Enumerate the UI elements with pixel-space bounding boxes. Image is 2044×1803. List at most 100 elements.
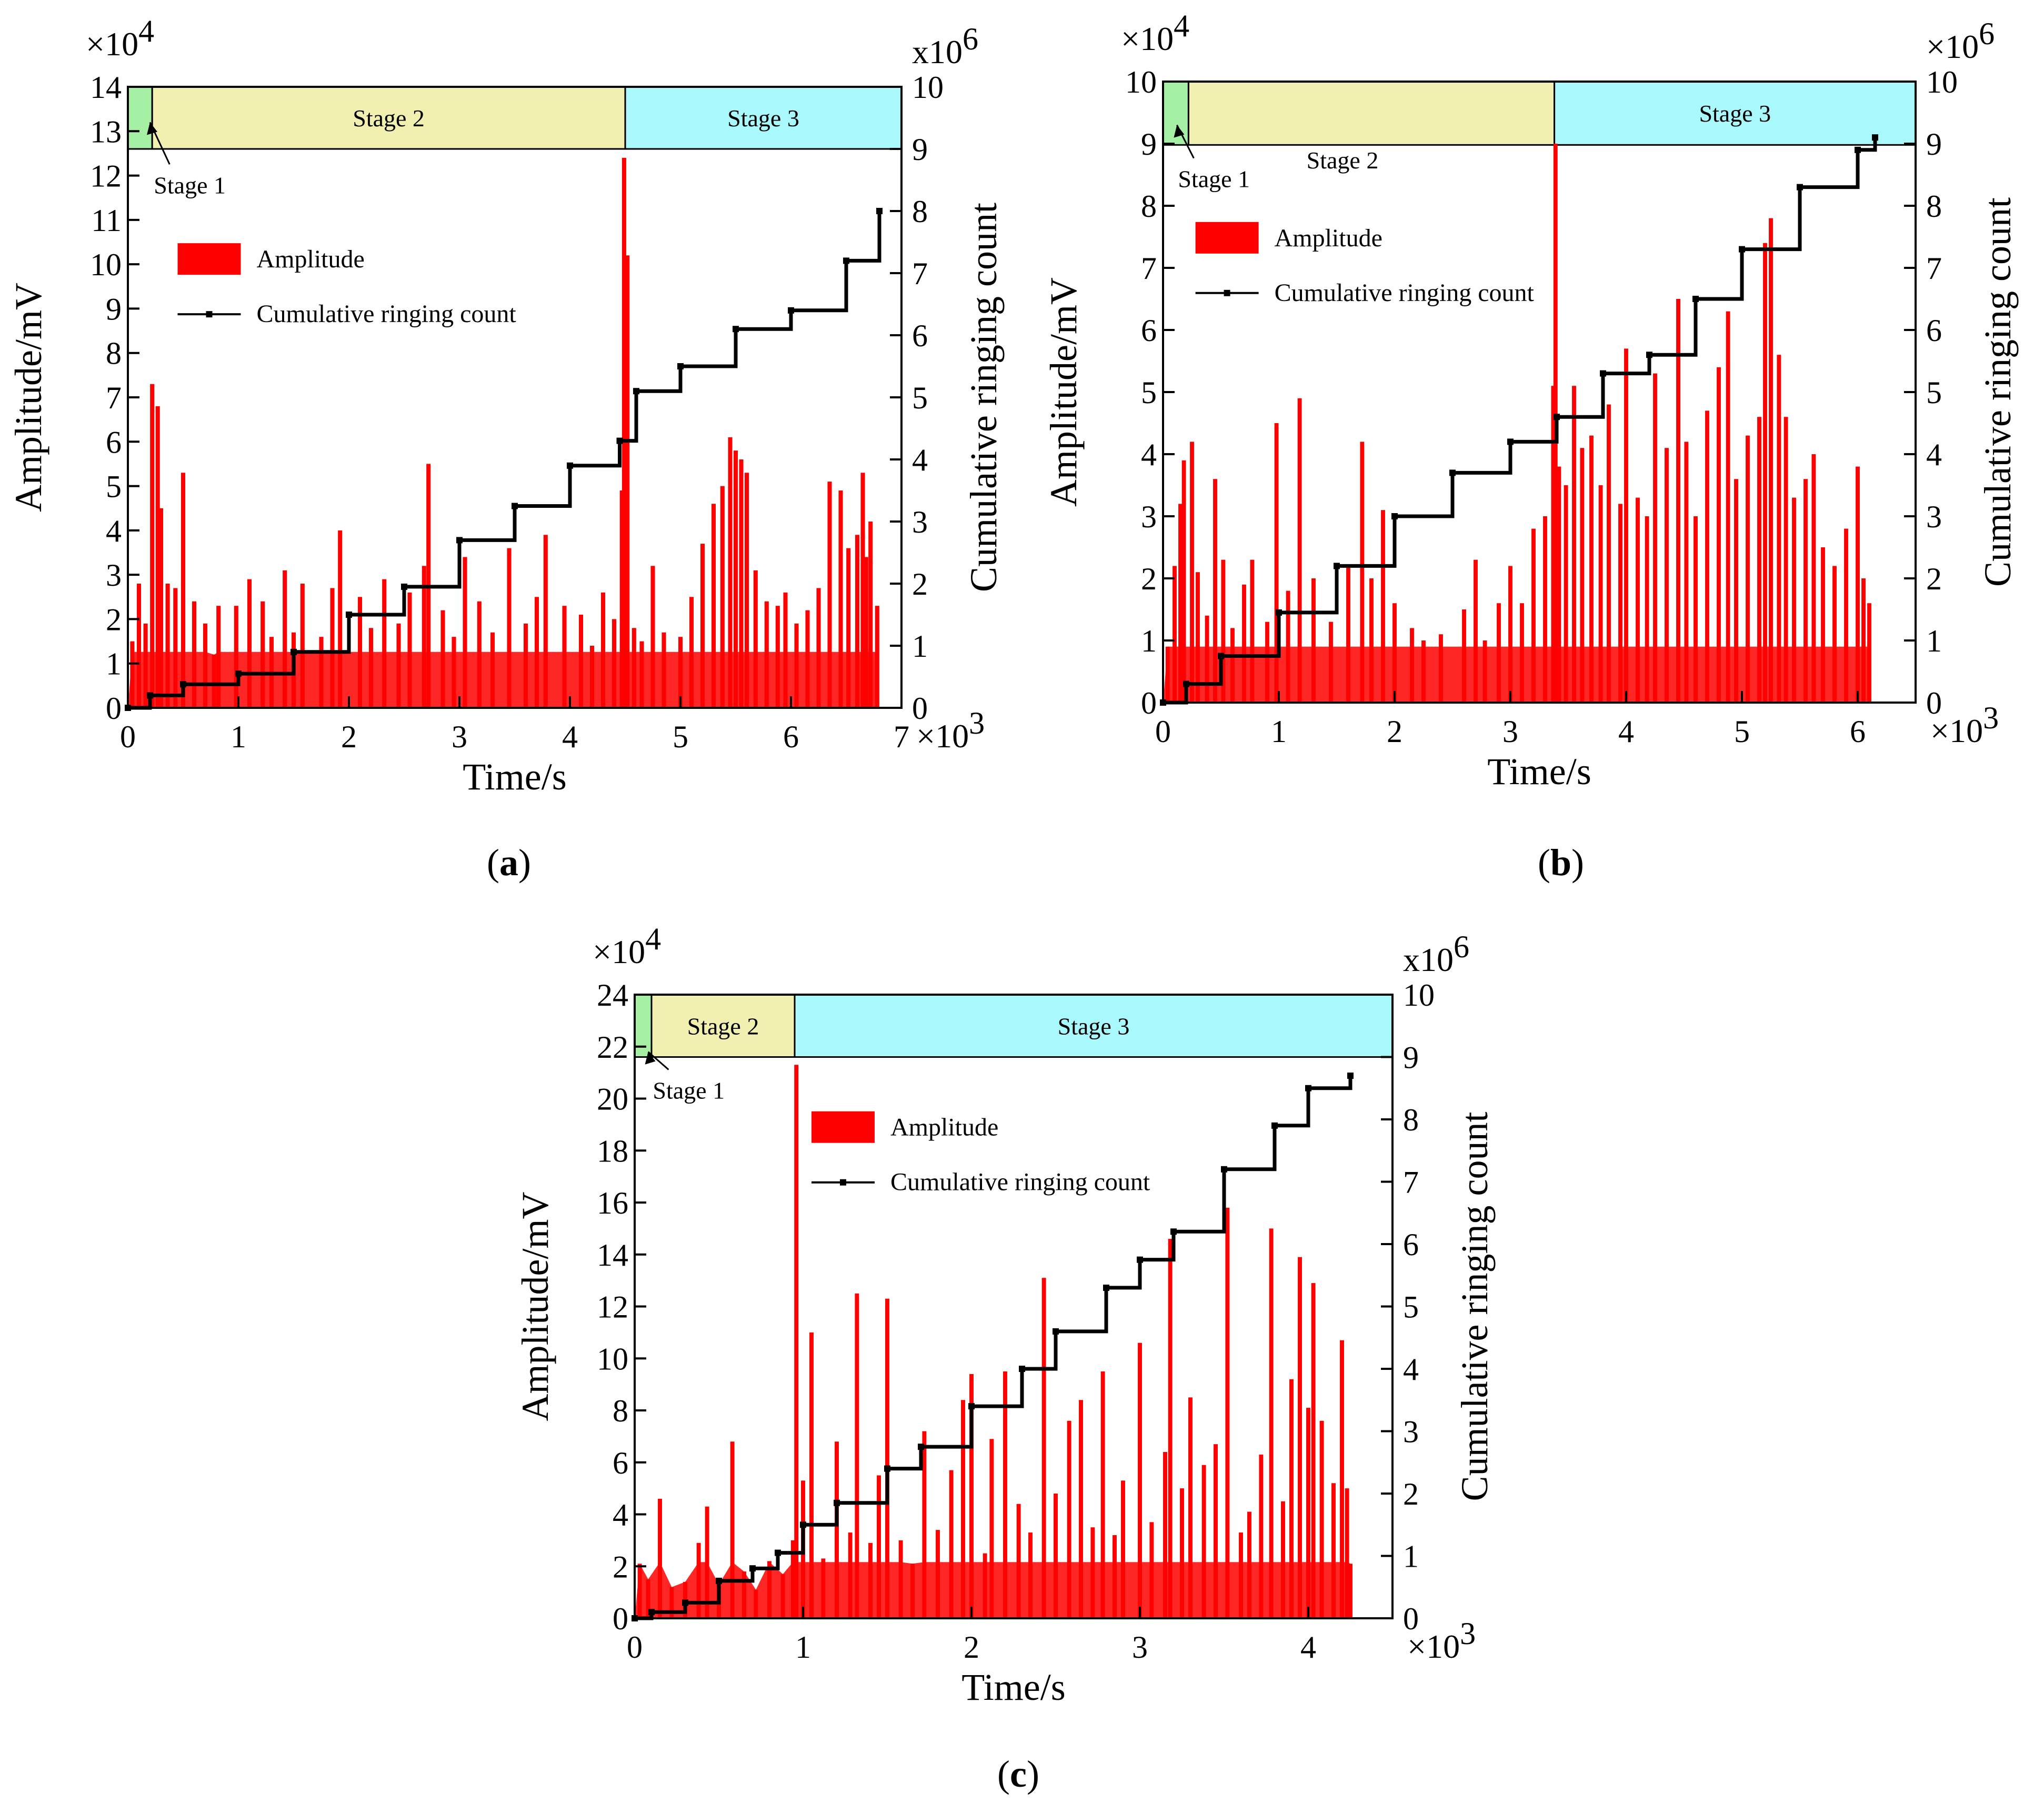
x-tick-label: 1 (1271, 714, 1287, 749)
y2-tick-label: 3 (1926, 499, 1942, 534)
amplitude-bar (543, 535, 548, 708)
amplitude-bar (173, 588, 178, 708)
amplitude-bar (1289, 1379, 1294, 1618)
cumulative-point (1334, 563, 1340, 569)
amplitude-bar (835, 1441, 839, 1618)
cumulative-point (843, 257, 849, 264)
amplitude-bar (1381, 510, 1385, 703)
amplitude-bar (733, 450, 738, 708)
y-tick-label: 7 (106, 380, 122, 415)
y-tick-label: 9 (1141, 127, 1157, 162)
amplitude-bar (816, 588, 821, 708)
y-tick-label: 5 (106, 469, 122, 504)
amplitude-bar (283, 570, 287, 708)
amplitude-bar (1311, 1283, 1316, 1618)
x-tick-label: 6 (1850, 714, 1866, 749)
cumulative-point (290, 648, 297, 655)
amplitude-bar (860, 473, 865, 708)
cumulative-point (456, 537, 463, 544)
y-tick-label: 3 (1141, 499, 1157, 534)
cumulative-point (968, 1403, 975, 1410)
y-tick-label: 18 (597, 1134, 628, 1168)
y2-tick-label: 10 (1926, 65, 1958, 99)
amplitude-bar (730, 1441, 735, 1618)
y-multiplier: ×104 (86, 14, 154, 63)
cumulative-point (834, 1499, 840, 1506)
amplitude-bar (1624, 348, 1628, 703)
y-tick-label: 0 (106, 691, 122, 726)
amplitude-background-activity (1163, 646, 1869, 703)
stage1-annotation: Stage 1 (154, 172, 226, 198)
y2-tick-label: 9 (912, 132, 928, 167)
amplitude-bar (855, 535, 860, 708)
amplitude-bar (1684, 442, 1689, 703)
amplitude-bar (1821, 547, 1825, 703)
amplitude-bar (1474, 559, 1478, 703)
amplitude-bar (1769, 218, 1773, 703)
amplitude-bar (330, 588, 335, 708)
amplitude-bar (1079, 1400, 1083, 1618)
y-tick-label: 10 (597, 1341, 628, 1376)
stage1-arrowhead (645, 1051, 656, 1065)
amplitude-bar (1067, 1420, 1071, 1618)
y-tick-label: 7 (1141, 251, 1157, 286)
amplitude-bar (1225, 1207, 1230, 1618)
y2-tick-label: 2 (1926, 562, 1942, 596)
x-tick-label: 0 (1155, 714, 1171, 749)
stage-band-2 (650, 994, 796, 1058)
stage-band-3 (624, 86, 903, 150)
chart-panel-c: Stage 2 Stage 30 1 2 3 4024681012141618202224… (514, 921, 1496, 1708)
amplitude-bar (300, 584, 305, 708)
y-tick-label: 24 (597, 978, 628, 1013)
amplitude-bar (1041, 1278, 1046, 1618)
x-multiplier: ×103 (1407, 1616, 1476, 1665)
stage1-annotation: Stage 1 (653, 1077, 725, 1104)
amplitude-bar (1564, 485, 1568, 703)
y2-tick-label: 1 (1926, 624, 1942, 658)
y2-tick-label: 10 (912, 70, 944, 105)
amplitude-bar (1618, 504, 1622, 703)
amplitude-bar (1531, 528, 1536, 703)
y-tick-label: 2 (106, 602, 122, 637)
x-tick-label: 0 (627, 1630, 643, 1665)
y2-multiplier: x106 (912, 22, 978, 71)
y2-tick-label: 5 (912, 380, 928, 415)
amplitude-bar (158, 508, 164, 708)
amplitude-bar (625, 255, 630, 708)
amplitude-bar (1861, 578, 1866, 703)
y2-tick-label: 2 (912, 567, 928, 602)
amplitude-bar (1274, 423, 1279, 703)
amplitude-bar (868, 522, 873, 708)
x-multiplier: ×103 (916, 706, 985, 755)
amplitude-bar (1665, 448, 1669, 703)
amplitude-bar (827, 482, 832, 708)
cumulative-point (235, 670, 242, 677)
cumulative-point (1855, 146, 1861, 153)
amplitude-bar (1242, 584, 1246, 703)
stage-label-2: Stage 2 (687, 1013, 759, 1039)
cumulative-point (1137, 1256, 1143, 1263)
amplitude-bar (1345, 1488, 1349, 1618)
amplitude-bar (1734, 479, 1738, 703)
y-tick-label: 1 (106, 647, 122, 682)
y2-tick-label: 6 (1403, 1227, 1419, 1262)
amplitude-bar (422, 566, 426, 708)
amplitude-bar (1607, 404, 1611, 703)
amplitude-bar (1121, 1480, 1125, 1618)
stage1-arrowhead (1174, 125, 1185, 138)
y-tick-label: 10 (1125, 65, 1157, 99)
amplitude-bar (1168, 1239, 1173, 1618)
y2-tick-label: 4 (912, 443, 928, 477)
y2-tick-label: 9 (1403, 1040, 1419, 1075)
y2-tick-label: 10 (1403, 978, 1435, 1013)
amplitude-bar (1297, 398, 1302, 703)
amplitude-bar (463, 557, 467, 708)
amplitude-bar (1340, 1340, 1344, 1618)
y2-tick-label: 0 (1403, 1601, 1419, 1636)
cumulative-point (1391, 513, 1398, 519)
y-tick-label: 12 (597, 1290, 628, 1325)
y2-tick-label: 3 (912, 505, 928, 539)
y-multiplier: ×104 (593, 921, 661, 970)
amplitude-bar (1676, 299, 1680, 703)
x-tick-label: 2 (964, 1630, 979, 1665)
